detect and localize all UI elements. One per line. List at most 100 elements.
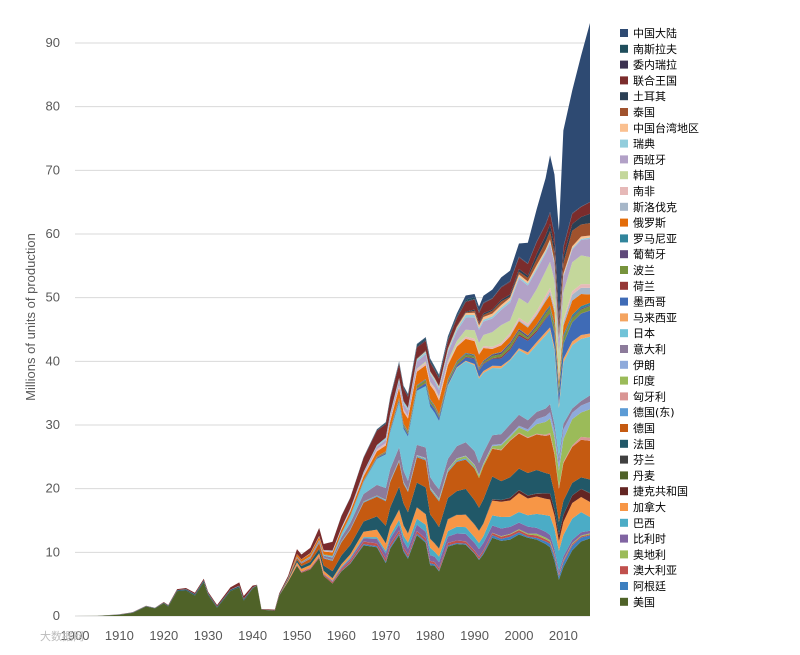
area-series xyxy=(75,395,590,616)
legend-item: 南非 xyxy=(620,185,655,198)
area-series xyxy=(75,493,590,616)
legend: 中国大陆南斯拉夫委内瑞拉联合王国土耳其泰国中国台湾地区瑞典西班牙韩国南非斯洛伐克… xyxy=(620,26,699,609)
legend-swatch xyxy=(620,281,628,290)
legend-swatch xyxy=(620,266,628,274)
x-tick-label: 1980 xyxy=(416,628,445,643)
legend-label: 波兰 xyxy=(633,264,655,277)
legend-item: 澳大利亚 xyxy=(620,563,677,577)
legend-swatch xyxy=(620,439,628,448)
legend-item: 加拿大 xyxy=(620,500,666,514)
legend-label: 法国 xyxy=(633,437,655,451)
legend-label: 澳大利亚 xyxy=(633,563,677,577)
legend-label: 俄罗斯 xyxy=(633,217,666,230)
y-tick-label: 20 xyxy=(46,481,60,496)
legend-swatch xyxy=(620,392,628,401)
legend-swatch xyxy=(620,250,628,259)
legend-swatch xyxy=(620,345,628,353)
legend-swatch xyxy=(620,60,628,69)
legend-label: 斯洛伐克 xyxy=(633,200,677,214)
x-tick-label: 2000 xyxy=(505,628,534,643)
legend-swatch xyxy=(620,487,628,496)
area-series xyxy=(75,330,590,616)
legend-item: 美国 xyxy=(620,596,655,609)
legend-label: 日本 xyxy=(633,326,655,340)
legend-item: 捷克共和国 xyxy=(620,484,688,498)
x-tick-label: 1910 xyxy=(105,628,134,643)
legend-swatch xyxy=(620,123,628,132)
legend-label: 阿根廷 xyxy=(633,579,666,593)
legend-label: 墨西哥 xyxy=(633,296,666,309)
legend-label: 伊朗 xyxy=(633,359,655,372)
legend-item: 委内瑞拉 xyxy=(620,58,677,72)
legend-swatch xyxy=(620,376,628,385)
legend-swatch xyxy=(620,297,628,306)
area-series xyxy=(75,401,590,616)
legend-label: 加拿大 xyxy=(633,500,666,514)
x-tick-label: 1920 xyxy=(149,628,178,643)
legend-swatch xyxy=(620,92,628,101)
legend-label: 委内瑞拉 xyxy=(633,58,677,72)
legend-swatch xyxy=(620,171,628,180)
y-tick-label: 80 xyxy=(46,99,60,114)
legend-swatch xyxy=(620,597,628,606)
legend-item: 泰国 xyxy=(620,105,655,119)
legend-label: 德国 xyxy=(633,421,655,435)
y-tick-label: 50 xyxy=(46,290,60,305)
area-series xyxy=(75,409,590,616)
legend-item: 日本 xyxy=(620,326,655,340)
legend-item: 德国(东) xyxy=(620,405,675,419)
legend-swatch xyxy=(620,218,628,227)
x-tick-label: 1970 xyxy=(371,628,400,643)
legend-item: 丹麦 xyxy=(620,469,655,482)
x-tick-label: 1940 xyxy=(238,628,267,643)
legend-item: 荷兰 xyxy=(620,280,655,293)
legend-item: 瑞典 xyxy=(620,137,655,151)
x-tick-label: 1990 xyxy=(460,628,489,643)
legend-swatch xyxy=(620,329,628,338)
legend-swatch xyxy=(620,139,628,148)
legend-label: 奥地利 xyxy=(633,547,666,561)
legend-swatch xyxy=(620,234,628,243)
x-tick-label: 1930 xyxy=(194,628,223,643)
legend-item: 匈牙利 xyxy=(620,389,666,403)
y-tick-label: 40 xyxy=(46,353,60,368)
x-tick-label: 1950 xyxy=(283,628,312,643)
legend-label: 匈牙利 xyxy=(633,389,666,403)
y-axis: 0 10 20 30 40 50 60 70 80 90 xyxy=(46,35,60,623)
legend-label: 瑞典 xyxy=(633,137,655,151)
legend-label: 荷兰 xyxy=(633,280,655,293)
legend-swatch xyxy=(620,550,628,559)
y-tick-label: 60 xyxy=(46,226,60,241)
legend-swatch xyxy=(620,313,628,322)
legend-item: 南斯拉夫 xyxy=(620,42,677,56)
legend-label: 美国 xyxy=(633,596,655,609)
legend-label: 捷克共和国 xyxy=(633,484,688,498)
legend-label: 巴西 xyxy=(633,517,655,530)
legend-label: 葡萄牙 xyxy=(633,248,666,261)
legend-swatch xyxy=(620,408,628,417)
legend-swatch xyxy=(620,155,628,164)
area-series xyxy=(75,238,590,616)
legend-item: 德国 xyxy=(620,421,655,435)
legend-label: 南斯拉夫 xyxy=(633,42,677,56)
legend-item: 印度 xyxy=(620,374,655,388)
legend-swatch xyxy=(620,582,628,590)
legend-swatch xyxy=(620,76,628,85)
legend-swatch xyxy=(620,202,628,211)
legend-label: 联合王国 xyxy=(633,73,677,87)
legend-label: 比利时 xyxy=(633,533,666,546)
x-tick-label: 1900 xyxy=(61,628,90,643)
legend-label: 南非 xyxy=(633,185,655,198)
legend-item: 意大利 xyxy=(620,342,666,356)
legend-label: 土耳其 xyxy=(633,90,666,103)
legend-label: 意大利 xyxy=(633,342,666,356)
legend-item: 芬兰 xyxy=(620,454,655,467)
legend-swatch xyxy=(620,534,628,543)
legend-item: 伊朗 xyxy=(620,359,655,372)
legend-swatch xyxy=(620,471,628,480)
legend-item: 西班牙 xyxy=(620,153,666,166)
area-series xyxy=(75,433,590,616)
legend-item: 联合王国 xyxy=(620,73,677,87)
legend-item: 奥地利 xyxy=(620,547,666,561)
